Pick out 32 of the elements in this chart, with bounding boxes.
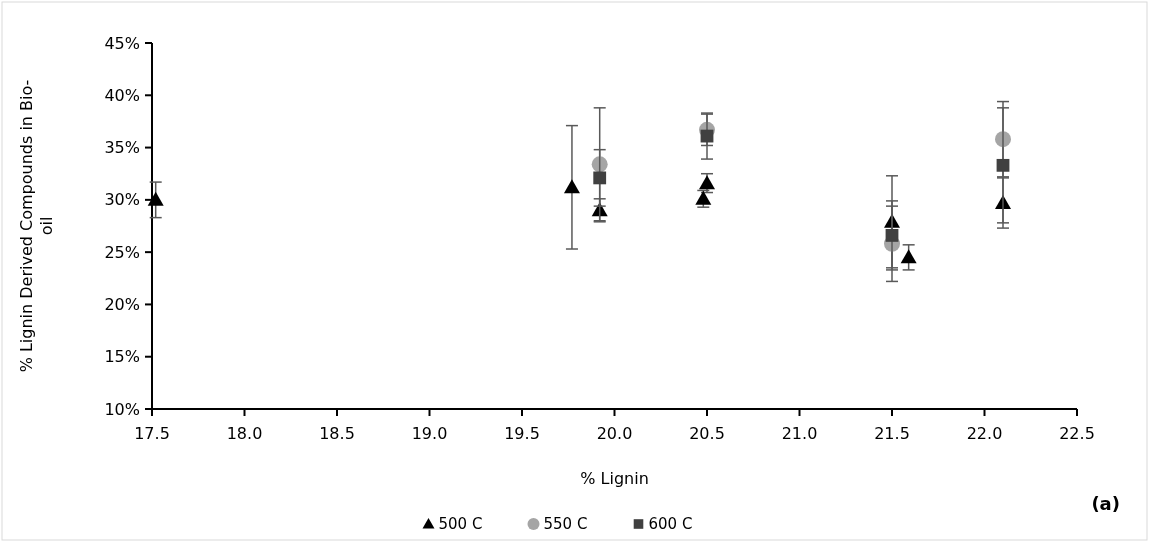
x-tick-label: 20.0 <box>596 424 633 443</box>
y-tick-label: 25% <box>104 242 140 262</box>
x-tick-label: 22.5 <box>1059 424 1095 443</box>
point <box>885 229 899 242</box>
point <box>996 158 1010 172</box>
x-tick-label: 21.5 <box>874 424 910 443</box>
y-tick-label: 45% <box>104 33 140 53</box>
x-tick-label: 18.0 <box>226 424 263 443</box>
legend-label: 500 C <box>438 515 483 534</box>
x-tick-label: 22.0 <box>966 424 1003 443</box>
text: (a) <box>1091 493 1120 514</box>
x-tick-label: 19.5 <box>504 424 540 443</box>
x-tick-label: 21.0 <box>781 424 818 443</box>
y-tick-label: 35% <box>104 138 140 158</box>
legend-label: 550 C <box>543 515 588 534</box>
y-tick-label: 40% <box>104 85 140 105</box>
x-tick-label: 19.0 <box>411 424 448 443</box>
y-tick-label: 15% <box>104 347 140 367</box>
legend-label: 600 C <box>648 515 693 534</box>
x-axis-title: % Lignin <box>580 469 649 488</box>
x-tick-label: 18.5 <box>319 424 355 443</box>
x-tick-label: 17.5 <box>134 424 170 443</box>
point <box>563 179 580 194</box>
point <box>147 191 164 206</box>
y-tick-label: 10% <box>104 399 140 419</box>
point <box>900 249 917 264</box>
y-axis-title: % Lignin Derived Compounds in Bio-oil <box>17 79 56 373</box>
point <box>593 171 607 185</box>
point <box>699 175 715 190</box>
y-tick-label: 30% <box>104 190 140 210</box>
y-tick-label: 20% <box>104 295 140 315</box>
x-tick-label: 20.5 <box>689 424 725 443</box>
